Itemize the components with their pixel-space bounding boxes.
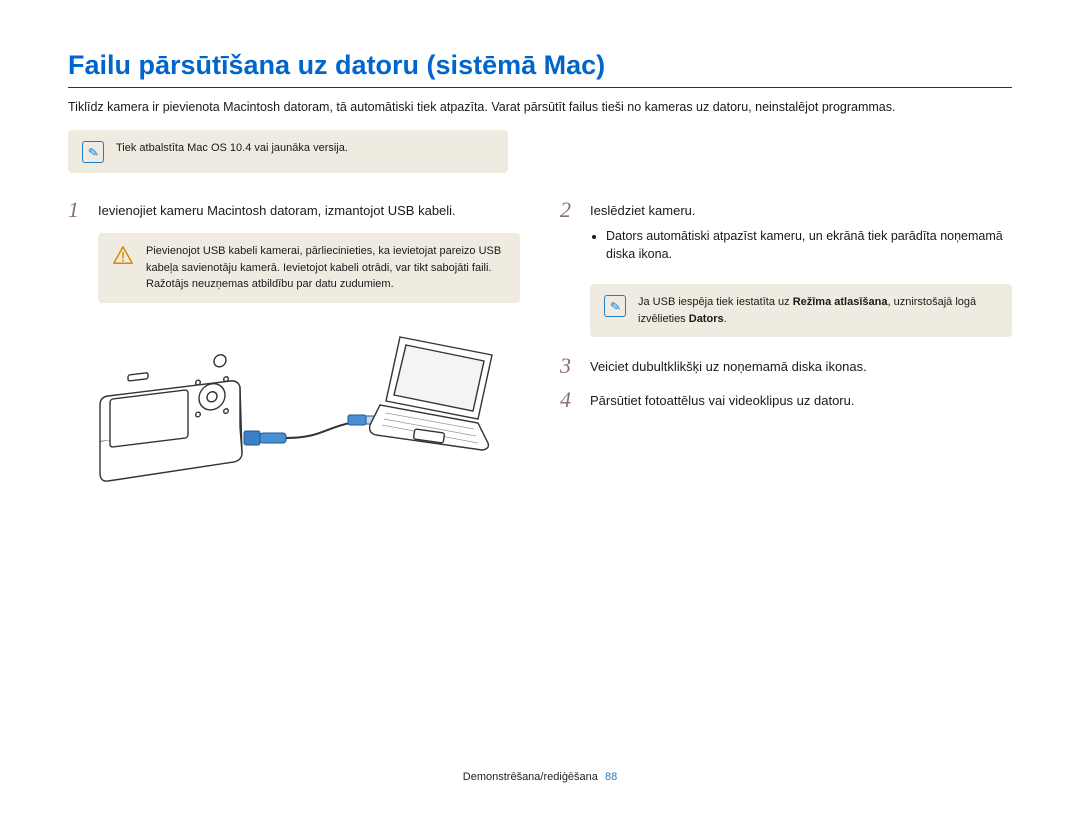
step-1: 1 Ievienojiet kameru Macintosh datoram, … [68, 199, 520, 221]
info-icon: ✎ [82, 141, 104, 163]
step-text: Ieslēdziet kameru. [590, 203, 696, 218]
info-icon: ✎ [604, 295, 626, 317]
right-column: 2 Ieslēdziet kameru. Dators automātiski … [560, 199, 1012, 488]
step-2: 2 Ieslēdziet kameru. Dators automātiski … [560, 199, 1012, 272]
mode-note-text: Ja USB iespēja tiek iestatīta uz Režīma … [638, 294, 998, 327]
step-2-bullet: Dators automātiski atpazīst kameru, un e… [606, 227, 1012, 265]
warning-callout: Pievienojot USB kabeli kamerai, pārlieci… [98, 233, 520, 303]
step-text: Veiciet dubultklikšķi uz noņemamā diska … [590, 355, 1012, 377]
page-number: 88 [605, 771, 617, 783]
left-column: 1 Ievienojiet kameru Macintosh datoram, … [68, 199, 520, 488]
page-footer: Demonstrēšana/rediģēšana 88 [0, 771, 1080, 783]
page-title: Failu pārsūtīšana uz datoru (sistēmā Mac… [68, 50, 1012, 88]
warning-text: Pievienojot USB kabeli kamerai, pārlieci… [146, 243, 506, 293]
warning-icon [112, 244, 134, 266]
step-number: 2 [560, 199, 578, 221]
connection-illustration [80, 323, 520, 488]
top-note-text: Tiek atbalstīta Mac OS 10.4 vai jaunāka … [116, 140, 494, 157]
step-number: 4 [560, 389, 578, 411]
step-number: 1 [68, 199, 86, 221]
step-number: 3 [560, 355, 578, 377]
top-note-callout: ✎ Tiek atbalstīta Mac OS 10.4 vai jaunāk… [68, 130, 508, 173]
step-4: 4 Pārsūtiet fotoattēlus vai videoklipus … [560, 389, 1012, 411]
step-text: Pārsūtiet fotoattēlus vai videoklipus uz… [590, 389, 1012, 411]
mode-note-callout: ✎ Ja USB iespēja tiek iestatīta uz Režīm… [590, 284, 1012, 337]
intro-text: Tiklīdz kamera ir pievienota Macintosh d… [68, 98, 1012, 116]
footer-label: Demonstrēšana/rediģēšana [463, 771, 598, 783]
step-3: 3 Veiciet dubultklikšķi uz noņemamā disk… [560, 355, 1012, 377]
step-text: Ievienojiet kameru Macintosh datoram, iz… [98, 199, 520, 221]
